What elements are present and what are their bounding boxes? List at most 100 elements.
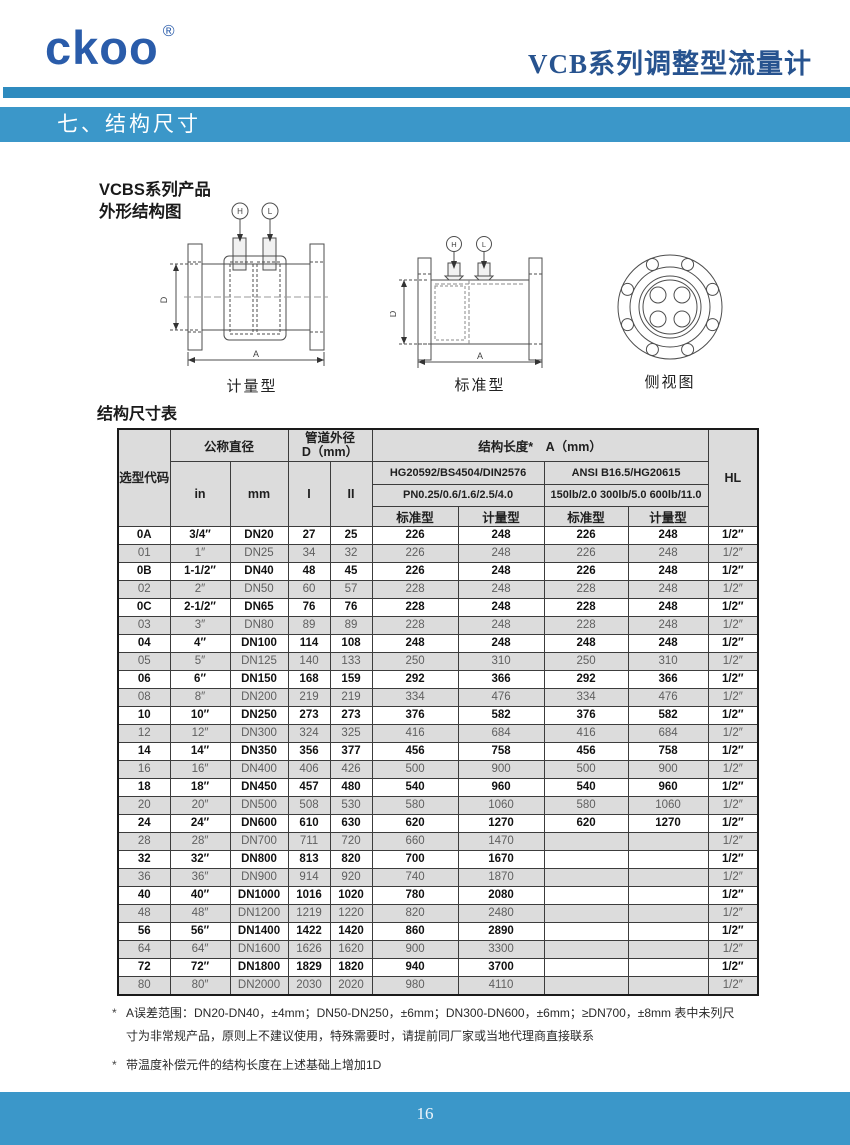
table-cell: 660	[371, 831, 459, 851]
table-cell: 1/2″	[707, 687, 759, 707]
table-cell: 820	[329, 849, 373, 869]
table-cell	[627, 903, 709, 923]
footnote-temperature: * 带温度补偿元件的结构长度在上述基础上增加1D	[112, 1054, 740, 1077]
table-cell: 1/2″	[707, 921, 759, 941]
table-cell: 1/2″	[707, 561, 759, 581]
table-cell: 900	[627, 759, 709, 779]
table-cell: 56	[117, 921, 171, 941]
table-row: 72 72″ DN1800 1829 1820 940 3700 1/2″	[117, 957, 759, 977]
table-cell	[627, 975, 709, 995]
col-header-mm: mm	[229, 460, 289, 527]
table-cell: 920	[329, 867, 373, 887]
table-cell: 500	[371, 759, 459, 779]
table-cell: DN150	[229, 669, 289, 689]
table-cell: 500	[543, 759, 629, 779]
table-cell: 248	[627, 543, 709, 563]
table-cell: DN40	[229, 561, 289, 581]
table-cell: DN125	[229, 651, 289, 671]
table-cell: 1/2″	[707, 777, 759, 797]
table-cell: DN50	[229, 579, 289, 599]
table-cell	[627, 957, 709, 977]
table-cell: 292	[371, 669, 459, 689]
table-cell: DN100	[229, 633, 289, 653]
table-cell: DN2000	[229, 975, 289, 995]
table-cell: 1/2″	[707, 903, 759, 923]
table-cell: 508	[287, 795, 331, 815]
table-cell: 32	[117, 849, 171, 869]
table-cell: 758	[627, 741, 709, 761]
table-cell: 60	[287, 579, 331, 599]
section-title: 七、结构尺寸	[57, 113, 201, 136]
header-divider-bar	[3, 87, 850, 98]
table-row: 48 48″ DN1200 1219 1220 820 2480 1/2″	[117, 903, 759, 923]
table-cell: 1/2″	[707, 741, 759, 761]
table-cell: 248	[457, 615, 545, 635]
table-cell: 620	[543, 813, 629, 833]
table-cell: 0C	[117, 597, 171, 617]
table-cell: 114	[287, 633, 331, 653]
table-cell: 248	[627, 525, 709, 545]
dim-d-label: D	[159, 296, 169, 303]
table-cell: 310	[627, 651, 709, 671]
table-cell: 12″	[169, 723, 231, 743]
table-cell: 1219	[287, 903, 331, 923]
table-cell: 720	[329, 831, 373, 851]
table-cell: 248	[627, 561, 709, 581]
table-cell: 248	[457, 561, 545, 581]
table-cell: 1220	[329, 903, 373, 923]
table-cell: 334	[543, 687, 629, 707]
table-row: 01 1″ DN25 34 32 226 248 226 248 1/2″	[117, 543, 759, 563]
table-cell: 10	[117, 705, 171, 725]
table-cell: 1270	[627, 813, 709, 833]
table-cell	[543, 885, 629, 905]
table-cell: 1620	[329, 939, 373, 959]
table-cell: 914	[287, 867, 331, 887]
table-cell: 960	[457, 777, 545, 797]
table-cell: 630	[329, 813, 373, 833]
table-cell: DN25	[229, 543, 289, 563]
table-cell: 1/2″	[707, 597, 759, 617]
tap-high-label: H	[237, 207, 243, 216]
table-cell: DN200	[229, 687, 289, 707]
table-cell: 1/2″	[707, 633, 759, 653]
figure-caption-metering: 计量型	[226, 378, 278, 395]
dim-a-label: A	[253, 349, 259, 359]
table-cell: 1420	[329, 921, 373, 941]
table-cell: 226	[371, 561, 459, 581]
figure-metering-type: H L D A 计量型	[150, 200, 354, 396]
table-cell: 248	[457, 579, 545, 599]
table-cell: 2″	[169, 579, 231, 599]
table-cell: 18″	[169, 777, 231, 797]
col-header-II: II	[329, 460, 373, 527]
table-cell: 1/2″	[707, 975, 759, 995]
table-cell: 248	[627, 633, 709, 653]
table-cell: 580	[543, 795, 629, 815]
table-cell: 416	[543, 723, 629, 743]
table-row: 0B 1-1/2″ DN40 48 45 226 248 226 248 1/2″	[117, 561, 759, 581]
tap-high-label: H	[451, 240, 456, 249]
table-cell: 72	[117, 957, 171, 977]
table-cell: 620	[371, 813, 459, 833]
col-header-hg-pn: PN0.25/0.6/1.6/2.5/4.0	[371, 483, 545, 507]
table-cell: DN80	[229, 615, 289, 635]
table-cell: 540	[543, 777, 629, 797]
table-cell: 582	[457, 705, 545, 725]
table-cell: 376	[543, 705, 629, 725]
table-cell	[627, 849, 709, 869]
dimension-table: 选型代码 公称直径 管道外径 D（mm） 结构长度* A（mm） HL in mm…	[117, 428, 760, 996]
table-cell: 25	[329, 525, 373, 545]
footnote-text: A误差范围：DN20-DN40，±4mm；DN50-DN250，±6mm；DN3…	[126, 1006, 735, 1043]
table-cell: 02	[117, 579, 171, 599]
table-cell: 540	[371, 777, 459, 797]
table-cell: 72″	[169, 957, 231, 977]
table-cell: 476	[457, 687, 545, 707]
table-cell: 12	[117, 723, 171, 743]
table-cell: 476	[627, 687, 709, 707]
table-cell: DN65	[229, 597, 289, 617]
table-cell: 530	[329, 795, 373, 815]
table-cell: 32″	[169, 849, 231, 869]
col-header-length: 结构长度* A（mm）	[371, 428, 709, 462]
table-cell: 08	[117, 687, 171, 707]
table-cell: 740	[371, 867, 459, 887]
table-cell	[543, 849, 629, 869]
